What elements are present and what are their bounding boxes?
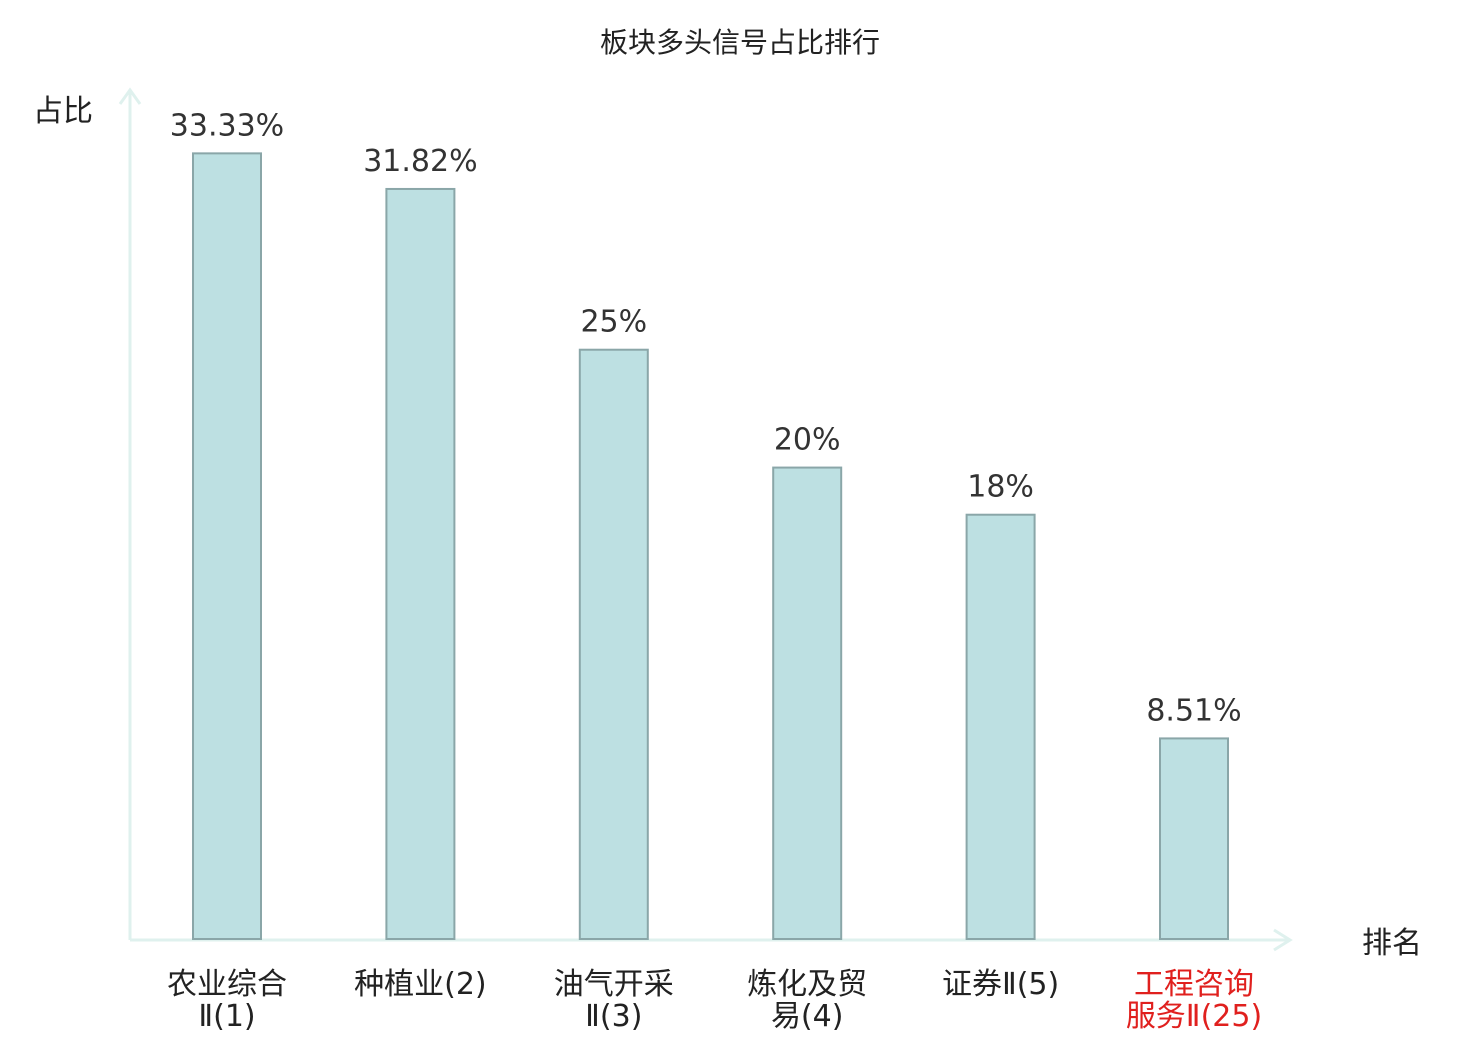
category-label-line: 炼化及贸 [747,967,867,1002]
bar-1 [192,152,262,941]
category-label-line: Ⅱ(3) [585,999,642,1034]
value-label-5: 18% [967,470,1034,505]
category-label-line: Ⅱ(1) [198,999,255,1034]
bar-6 [1159,737,1229,941]
category-labels-group: 农业综合 Ⅱ(1) 种植业(2) 油气开采 Ⅱ(3) 炼化及贸易(4) 证券Ⅱ(5) 工程咨询… [167,967,1262,1034]
chart-title: 板块多头信号占比排行 [600,26,880,59]
bar-2 [385,187,456,940]
category-label-1: 农业综合 Ⅱ(1) [167,967,287,1034]
category-label-line: 油气开采 [554,967,674,1002]
value-label-6: 8.51% [1146,693,1241,728]
x-axis-arrow [1273,928,1293,952]
bar-3 [578,348,649,940]
x-axis-title: 排名 [1362,926,1422,961]
value-label-3: 25% [580,305,647,340]
bar-4 [772,466,843,940]
category-label-line: 工程咨询 [1134,967,1254,1002]
bar-5 [965,513,1036,940]
category-label-3: 油气开采 Ⅱ(3) [554,967,674,1034]
category-label-4: 炼化及贸易(4) [747,967,867,1034]
bars-group [192,152,1229,941]
category-label-line: 易(4) [771,999,844,1034]
category-label-line: 证券Ⅱ(5) [942,967,1059,1002]
category-label-5: 证券Ⅱ(5) [942,967,1059,1002]
y-axis-title: 占比 [33,94,93,129]
category-label-6: 工程咨询服务Ⅱ(25) [1126,967,1262,1034]
category-label-line: 服务Ⅱ(25) [1126,999,1262,1034]
category-label-line: 种植业(2) [354,967,487,1002]
category-label-line: 农业综合 [167,967,287,1002]
value-labels-group: 33.33% 31.82% 25% 20% 18% 8.51% [170,108,1242,728]
category-label-2: 种植业(2) [354,967,487,1002]
y-axis-arrow [118,87,142,105]
value-label-2: 31.82% [363,144,477,179]
value-label-1: 33.33% [170,108,284,143]
value-label-4: 20% [774,423,841,458]
